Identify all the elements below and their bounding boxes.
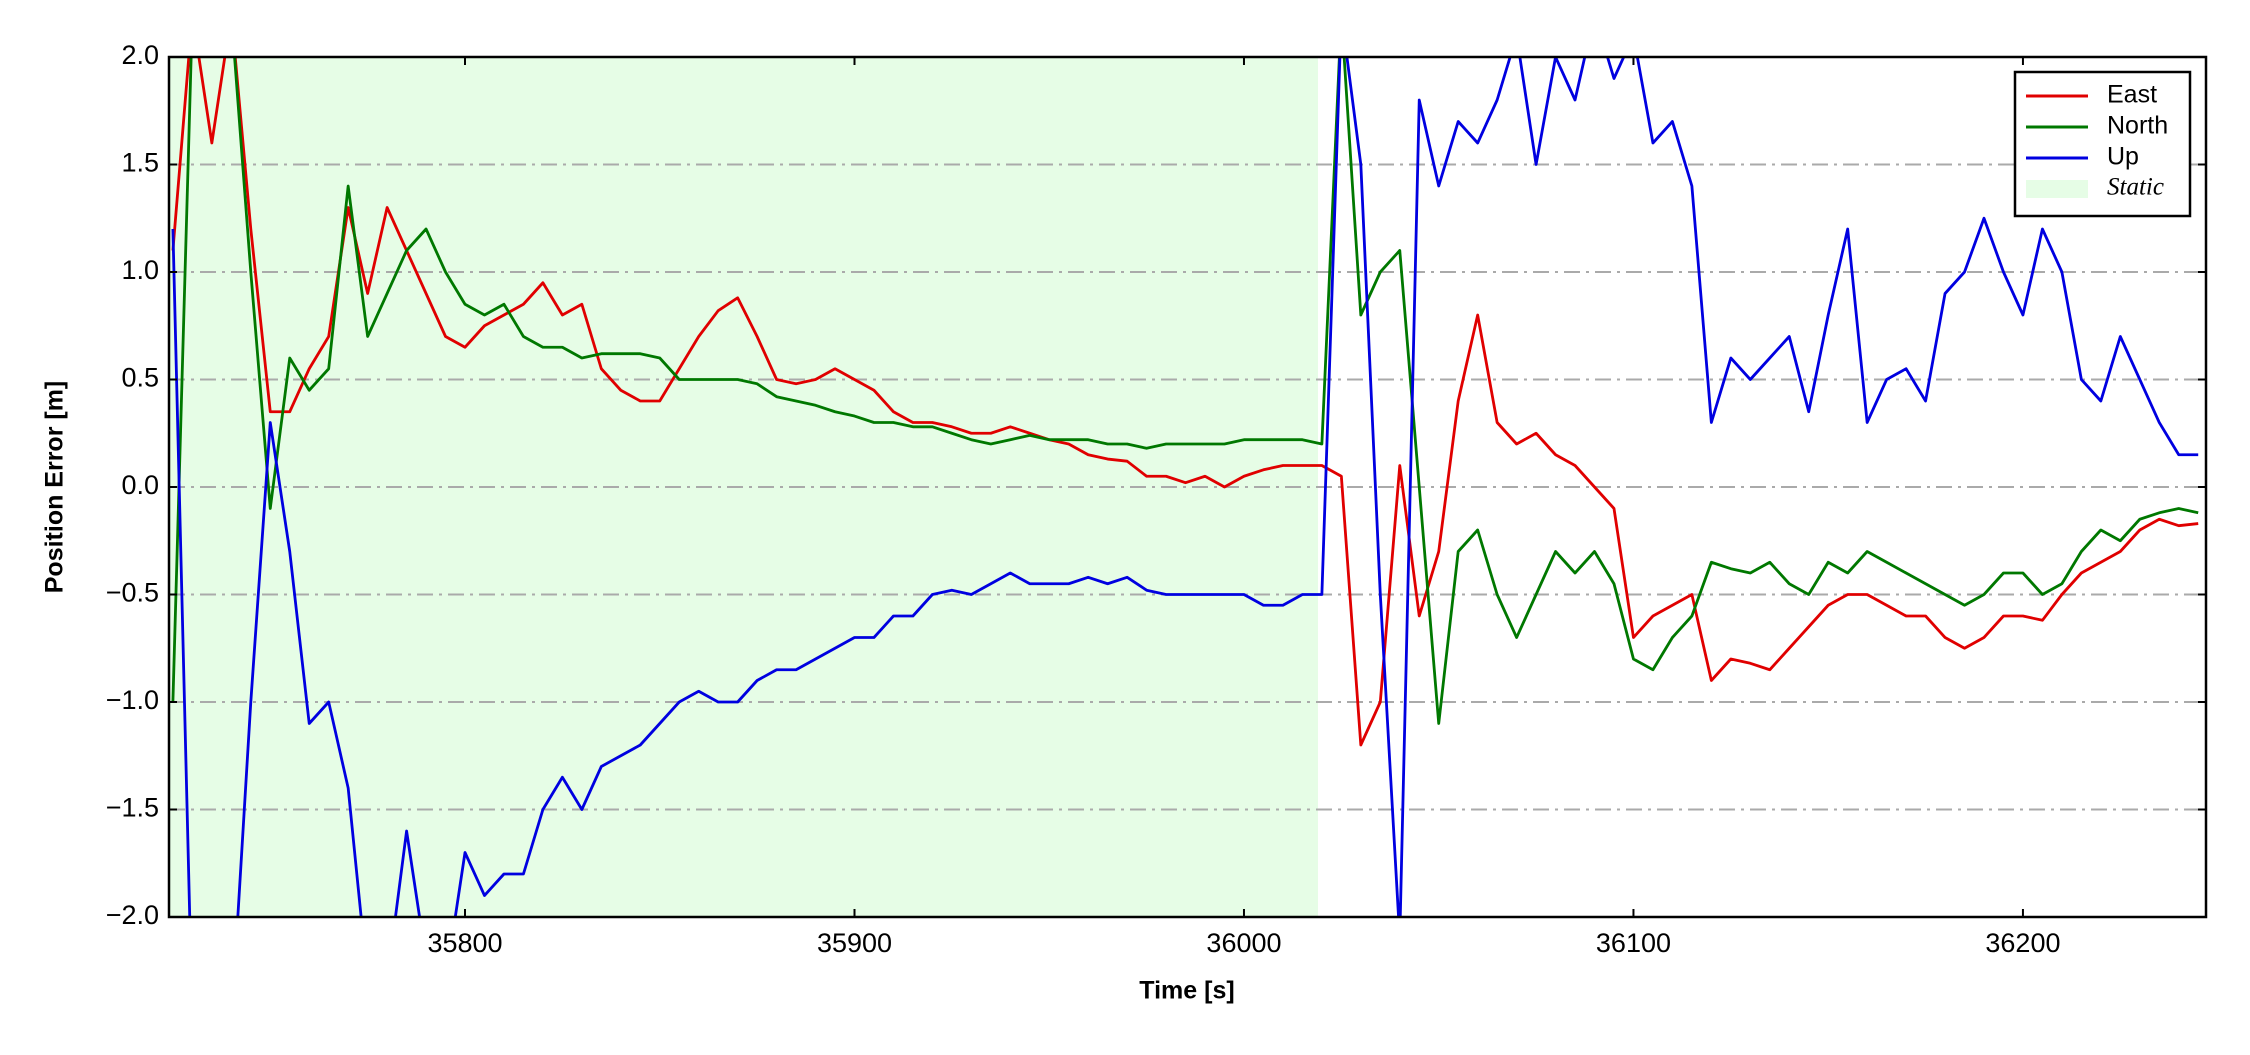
y-tick-label: 2.0 xyxy=(121,40,159,70)
legend-label: North xyxy=(2107,112,2168,140)
y-tick-label: 0.0 xyxy=(121,470,159,500)
legend-label: Up xyxy=(2107,143,2139,171)
y-tick-label: 0.5 xyxy=(121,363,159,393)
y-tick-label: 1.0 xyxy=(121,255,159,285)
line xyxy=(171,57,2199,725)
x-axis-label: Time [s] xyxy=(1139,977,1234,1005)
y-axis-label: Position Error [m] xyxy=(41,381,69,594)
legend-label: East xyxy=(2107,81,2157,109)
x-tick-label: 35800 xyxy=(427,928,502,958)
y-tick-label: 1.5 xyxy=(121,148,159,178)
x-tick-label: 36200 xyxy=(1985,928,2060,958)
x-tick-label: 35900 xyxy=(817,928,892,958)
line xyxy=(171,57,2199,917)
y-tick-label: −2.0 xyxy=(106,900,159,930)
ticks: −2.0 −1.5 −1.0 −0.5 0.0 0.5 1.0 1.5 2.0 35800 3590… xyxy=(106,40,2206,958)
legend-swatch xyxy=(2026,180,2088,198)
y-tick-label: −1.5 xyxy=(106,793,159,823)
x-tick-label: 36000 xyxy=(1206,928,1281,958)
legend-label: Static xyxy=(2107,174,2164,201)
legend: East North Up Static xyxy=(2013,70,2192,218)
lines xyxy=(171,57,2199,917)
y-tick-label: −0.5 xyxy=(106,578,159,608)
x-tick-label: 36100 xyxy=(1596,928,1671,958)
line xyxy=(171,57,2199,747)
y-tick-label: −1.0 xyxy=(106,685,159,715)
